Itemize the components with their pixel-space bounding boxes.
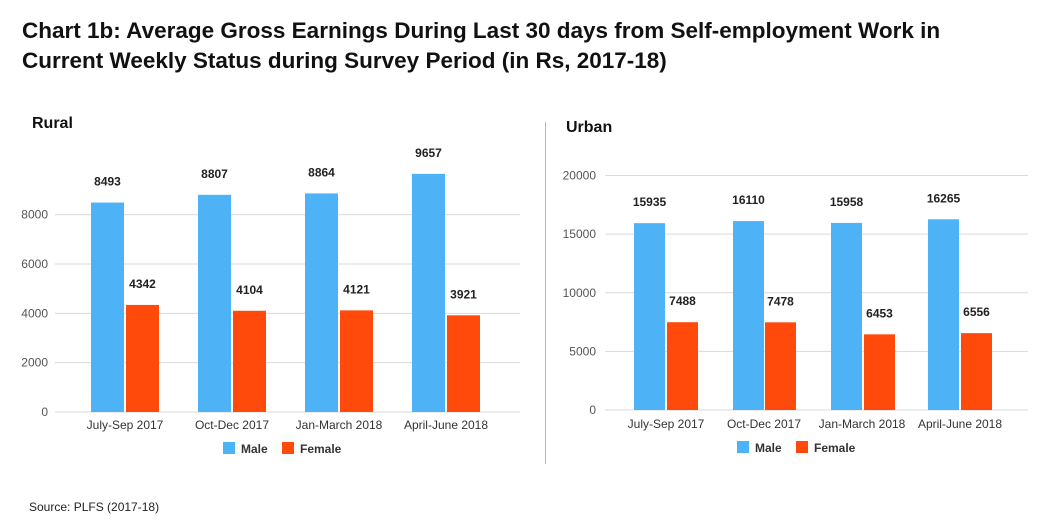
rural-panel-title: Rural [32,115,73,132]
rural-value-label-female-july-sep-2017: 4342 [129,277,156,291]
urban-y-tick-label: 10000 [563,286,597,300]
urban-value-label-male-april-june-2018: 16265 [927,191,961,205]
rural-y-tick-label: 4000 [21,306,48,320]
rural-bar-female-april-june-2018 [447,315,480,412]
urban-bar-male-oct-dec-2017 [733,221,764,410]
chart-title-line-2: Current Weekly Status during Survey Peri… [22,48,667,73]
urban-value-label-male-oct-dec-2017: 16110 [732,193,765,207]
urban-value-label-male-july-sep-2017: 15935 [633,195,667,209]
rural-y-tick-label: 0 [41,405,48,419]
rural-category-label-july-sep-2017: July-Sep 2017 [87,418,164,432]
urban-value-label-female-july-sep-2017: 7488 [669,294,696,308]
rural-bar-female-july-sep-2017 [126,304,159,412]
rural-legend-label-male: Male [241,442,268,456]
urban-value-label-female-jan-march-2018: 6453 [866,306,893,320]
rural-category-label-oct-dec-2017: Oct-Dec 2017 [195,418,269,432]
urban-panel-title: Urban [566,119,613,136]
rural-y-tick-label: 6000 [21,257,48,271]
rural-value-label-female-april-june-2018: 3921 [450,287,477,301]
rural-bar-male-july-sep-2017 [91,202,124,412]
urban-legend-label-female: Female [814,441,856,455]
urban-y-tick-label: 15000 [563,227,597,241]
urban-y-tick-label: 0 [589,403,596,417]
urban-legend-swatch-male [737,441,749,453]
urban-bar-female-april-june-2018 [961,333,992,410]
source-note: Source: PLFS (2017-18) [29,500,160,514]
urban-bar-male-july-sep-2017 [634,223,665,410]
rural-category-label-april-june-2018: April-June 2018 [404,418,488,432]
rural-y-tick-label: 2000 [21,356,48,370]
rural-bar-male-april-june-2018 [412,173,445,412]
rural-value-label-male-jan-march-2018: 8864 [308,165,335,179]
urban-bar-female-oct-dec-2017 [765,322,796,410]
urban-y-tick-label: 20000 [563,169,597,183]
rural-y-tick-label: 8000 [21,208,48,222]
urban-category-label-oct-dec-2017: Oct-Dec 2017 [727,417,801,431]
urban-bar-female-july-sep-2017 [667,322,698,410]
rural-value-label-male-july-sep-2017: 8493 [94,175,121,189]
urban-legend-label-male: Male [755,441,782,455]
rural-bar-female-jan-march-2018 [340,310,373,412]
urban-category-label-july-sep-2017: July-Sep 2017 [628,417,705,431]
urban-category-label-april-june-2018: April-June 2018 [918,417,1002,431]
urban-y-tick-label: 5000 [569,344,596,358]
rural-value-label-male-april-june-2018: 9657 [415,146,442,160]
urban-value-label-female-oct-dec-2017: 7478 [767,294,794,308]
chart-title: Chart 1b: Average Gross Earnings During … [22,16,1032,76]
urban-value-label-female-april-june-2018: 6556 [963,305,990,319]
chart-title-line-1: Chart 1b: Average Gross Earnings During … [22,18,941,43]
panel-divider [545,122,546,464]
urban-category-label-jan-march-2018: Jan-March 2018 [819,417,906,431]
rural-value-label-female-jan-march-2018: 4121 [343,282,370,296]
urban-legend-swatch-female [796,441,808,453]
urban-bar-male-jan-march-2018 [831,222,862,410]
rural-legend-swatch-female [282,442,294,454]
rural-legend-swatch-male [223,442,235,454]
rural-category-label-jan-march-2018: Jan-March 2018 [296,418,383,432]
urban-bar-male-april-june-2018 [928,219,959,410]
rural-legend-label-female: Female [300,442,342,456]
rural-bar-male-oct-dec-2017 [198,194,231,412]
urban-bar-female-jan-march-2018 [864,334,895,410]
urban-value-label-male-jan-march-2018: 15958 [830,195,864,209]
rural-bar-male-jan-march-2018 [305,193,338,412]
rural-value-label-male-oct-dec-2017: 8807 [201,167,228,181]
rural-value-label-female-oct-dec-2017: 4104 [236,283,263,297]
rural-bar-female-oct-dec-2017 [233,310,266,412]
